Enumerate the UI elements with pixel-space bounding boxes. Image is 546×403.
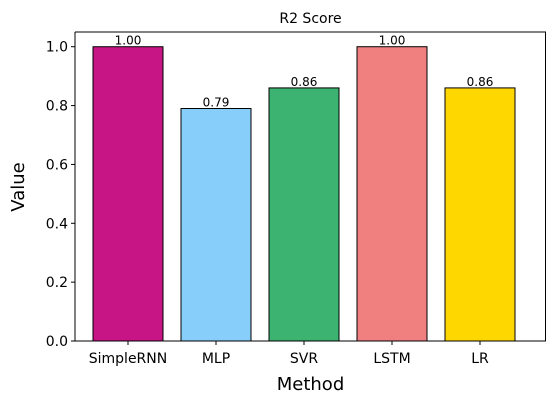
y-tick-label-0: 0.0 [46, 334, 68, 350]
data-label-simplernn: 1.00 [115, 34, 142, 48]
bar-simplernn [92, 46, 164, 342]
data-label-svr: 0.86 [291, 75, 318, 89]
chart-title: R2 Score [279, 11, 341, 27]
bars-group [92, 46, 516, 342]
bar-lr [444, 87, 516, 342]
data-label-lr: 0.86 [467, 75, 494, 89]
y-tick-label-4: 0.8 [46, 99, 68, 115]
y-tick-label-2: 0.4 [46, 216, 68, 232]
x-tick-label-svr: SVR [290, 351, 318, 367]
data-label-mlp: 0.79 [203, 96, 230, 110]
y-axis-label: Value [8, 162, 29, 211]
y-tick-label-3: 0.6 [46, 157, 68, 173]
x-tick-label-simplernn: SimpleRNN [89, 351, 167, 367]
y-tick-label-5: 1.0 [46, 40, 68, 56]
y-tick-label-1: 0.2 [46, 275, 68, 291]
data-label-lstm: 1.00 [379, 34, 406, 48]
x-tick-label-lstm: LSTM [373, 351, 410, 367]
x-axis: SimpleRNN MLP SVR LSTM LR [89, 341, 489, 367]
bar-lstm [356, 46, 428, 342]
x-tick-label-mlp: MLP [202, 351, 230, 367]
bar-mlp [180, 108, 252, 342]
y-axis: 0.0 0.2 0.4 0.6 0.8 1.0 [46, 40, 75, 350]
x-tick-label-lr: LR [471, 351, 489, 367]
x-axis-label: Method [277, 374, 345, 395]
data-labels-group: 1.00 0.79 0.86 1.00 0.86 [115, 34, 494, 110]
bar-svr [268, 87, 340, 342]
